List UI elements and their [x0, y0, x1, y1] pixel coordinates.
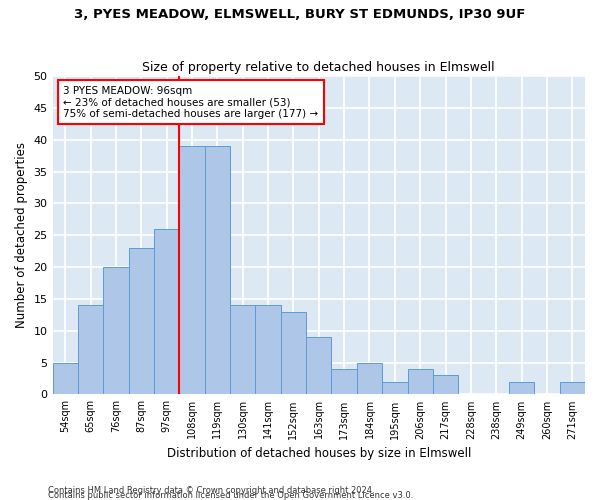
Text: Contains HM Land Registry data © Crown copyright and database right 2024.: Contains HM Land Registry data © Crown c…	[48, 486, 374, 495]
Bar	[128, 248, 154, 394]
Bar	[103, 267, 128, 394]
Bar	[53, 362, 78, 394]
Bar	[256, 306, 281, 394]
Bar	[331, 369, 357, 394]
Y-axis label: Number of detached properties: Number of detached properties	[15, 142, 28, 328]
Text: Contains public sector information licensed under the Open Government Licence v3: Contains public sector information licen…	[48, 491, 413, 500]
Bar	[179, 146, 205, 394]
Text: 3 PYES MEADOW: 96sqm
← 23% of detached houses are smaller (53)
75% of semi-detac: 3 PYES MEADOW: 96sqm ← 23% of detached h…	[63, 86, 319, 119]
Bar	[560, 382, 585, 394]
Bar	[205, 146, 230, 394]
Bar	[407, 369, 433, 394]
Bar	[433, 376, 458, 394]
Title: Size of property relative to detached houses in Elmswell: Size of property relative to detached ho…	[142, 60, 495, 74]
X-axis label: Distribution of detached houses by size in Elmswell: Distribution of detached houses by size …	[167, 447, 471, 460]
Bar	[382, 382, 407, 394]
Bar	[306, 337, 331, 394]
Bar	[154, 229, 179, 394]
Bar	[230, 306, 256, 394]
Bar	[78, 306, 103, 394]
Bar	[281, 312, 306, 394]
Bar	[357, 362, 382, 394]
Text: 3, PYES MEADOW, ELMSWELL, BURY ST EDMUNDS, IP30 9UF: 3, PYES MEADOW, ELMSWELL, BURY ST EDMUND…	[74, 8, 526, 20]
Bar	[509, 382, 534, 394]
